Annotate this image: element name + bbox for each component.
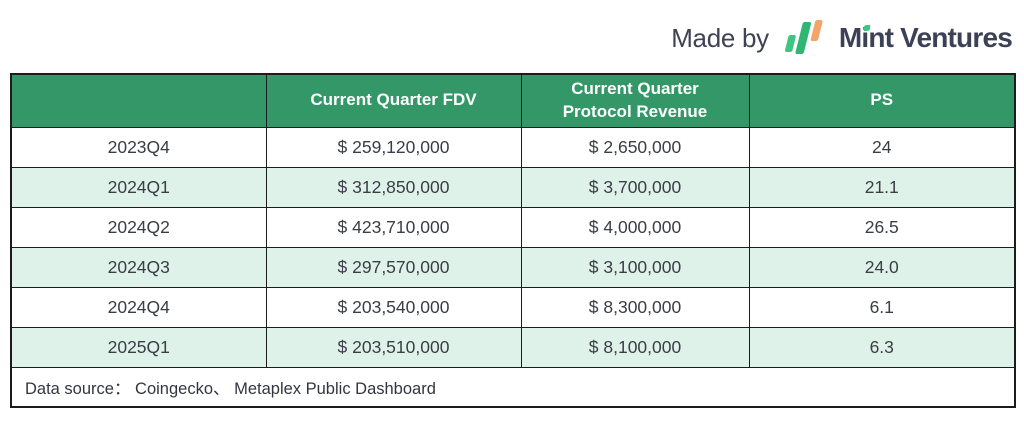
quarterly-metrics-table: Current Quarter FDV Current Quarter Prot… — [10, 73, 1016, 408]
cell-quarter: 2023Q4 — [10, 126, 267, 168]
cell-ps: 26.5 — [748, 206, 1016, 248]
cell-fdv: $ 312,850,000 — [265, 166, 522, 208]
cell-ps: 24.0 — [748, 246, 1016, 288]
cell-fdv: $ 203,540,000 — [265, 286, 522, 328]
cell-fdv: $ 259,120,000 — [265, 126, 522, 168]
header-fdv: Current Quarter FDV — [265, 73, 522, 128]
table-footer-row: Data source： Coingecko、 Metaplex Public … — [10, 366, 1016, 408]
header-protocol-revenue-text: Current Quarter Protocol Revenue — [562, 78, 708, 121]
cell-quarter: 2024Q1 — [10, 166, 267, 208]
table-row-2024q4: 2024Q4 $ 203,540,000 $ 8,300,000 6.1 — [10, 286, 1016, 328]
header-ps: PS — [748, 73, 1016, 128]
table-row-2023q4: 2023Q4 $ 259,120,000 $ 2,650,000 24 — [10, 126, 1016, 168]
cell-quarter: 2024Q2 — [10, 206, 267, 248]
cell-ps: 6.1 — [748, 286, 1016, 328]
data-source-note: Data source： Coingecko、 Metaplex Public … — [10, 366, 1016, 408]
cell-revenue: $ 3,700,000 — [520, 166, 750, 208]
table-row-2024q2: 2024Q2 $ 423,710,000 $ 4,000,000 26.5 — [10, 206, 1016, 248]
cell-revenue: $ 2,650,000 — [520, 126, 750, 168]
header-protocol-revenue: Current Quarter Protocol Revenue — [520, 73, 750, 128]
brand-name: Mint Ventures — [839, 22, 1013, 54]
brand-bar: Made by Mint Ventures — [671, 16, 1013, 60]
table-header-row: Current Quarter FDV Current Quarter Prot… — [10, 73, 1016, 128]
cell-ps: 21.1 — [748, 166, 1016, 208]
cell-fdv: $ 297,570,000 — [265, 246, 522, 288]
cell-quarter: 2025Q1 — [10, 326, 267, 368]
cell-ps: 6.3 — [748, 326, 1016, 368]
cell-ps: 24 — [748, 126, 1016, 168]
cell-fdv: $ 423,710,000 — [265, 206, 522, 248]
made-by-label: Made by — [671, 22, 769, 53]
table-row-2025q1: 2025Q1 $ 203,510,000 $ 8,100,000 6.3 — [10, 326, 1016, 368]
cell-revenue: $ 4,000,000 — [520, 206, 750, 248]
cell-quarter: 2024Q3 — [10, 246, 267, 288]
cell-quarter: 2024Q4 — [10, 286, 267, 328]
cell-revenue: $ 8,300,000 — [520, 286, 750, 328]
header-quarter — [10, 73, 267, 128]
cell-fdv: $ 203,510,000 — [265, 326, 522, 368]
cell-revenue: $ 8,100,000 — [520, 326, 750, 368]
mint-ventures-logo-icon — [784, 20, 823, 54]
cell-revenue: $ 3,100,000 — [520, 246, 750, 288]
table-row-2024q3: 2024Q3 $ 297,570,000 $ 3,100,000 24.0 — [10, 246, 1016, 288]
table-row-2024q1: 2024Q1 $ 312,850,000 $ 3,700,000 21.1 — [10, 166, 1016, 208]
